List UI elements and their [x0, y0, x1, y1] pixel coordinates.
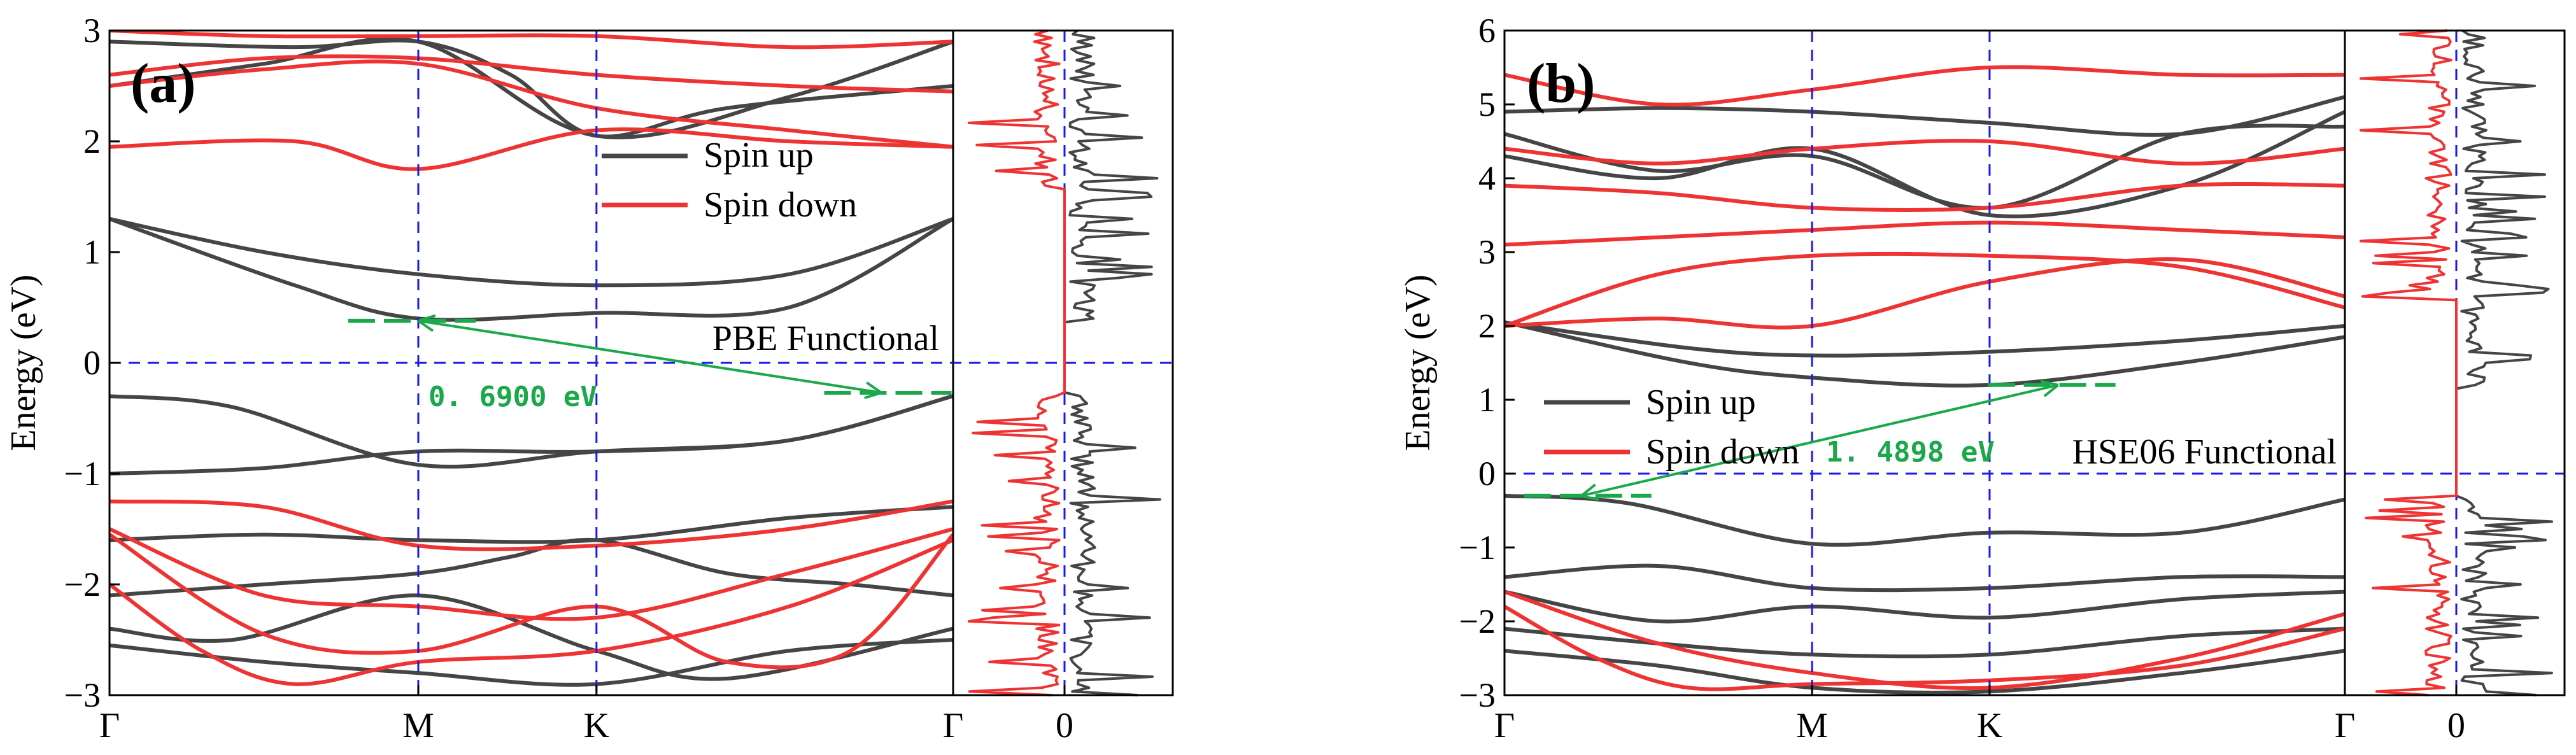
- panel-a-band-spin-down-10: [110, 499, 953, 551]
- panel-a-gap-arrowhead-0: [417, 314, 436, 332]
- panel-b-band-spin-up-2: [1504, 589, 2345, 624]
- panel-b-dos-spin-down: [2360, 29, 2458, 696]
- panel-a: −3 −2 −1 0 1 2 3 Γ M K Γ 0 (a) PBE Functional Spin …: [4, 11, 1174, 745]
- panel-a-bands: [110, 31, 1173, 695]
- panel-a-xtick-label-1: M: [402, 706, 434, 745]
- panel-b-gap-arrow-line: [1581, 383, 2059, 497]
- panel-b-ytick-label-1: −2: [1459, 602, 1496, 640]
- panel-b-band-spin-down-12: [1504, 251, 2345, 328]
- panel-a-gap-arrowhead-1: [864, 381, 882, 400]
- panel-b-dos-spin-up: [2455, 29, 2553, 696]
- panel-a-xtick-label-2: K: [584, 706, 609, 745]
- panel-b-legend-spin-up-label: Spin up: [1646, 383, 1756, 422]
- panel-a-band-spin-up-9: [110, 38, 953, 139]
- panel-a-dos-spin-down: [968, 29, 1066, 696]
- panel-a-band-spin-up-2: [110, 505, 953, 544]
- panel-a-gap-arrow-line: [418, 319, 882, 394]
- panel-a-band-spin-up-6: [110, 216, 953, 322]
- panel-b-xtick-label-3: Γ: [2335, 706, 2355, 745]
- panel-a-band-spin-up-1: [110, 394, 953, 476]
- panel-b-band-spin-down-17: [1504, 65, 2345, 107]
- panel-b-functional-label: HSE06 Functional: [2072, 432, 2337, 472]
- panel-b-xtick-label-2: K: [1977, 706, 2002, 745]
- panel-a-band-spin-down-14: [110, 127, 953, 171]
- panel-b-ticks: −3 −2 −1 0 1 2 3 4 5 6 Γ M K Γ 0: [1459, 11, 2465, 745]
- panel-b-legend-spin-down-label: Spin down: [1646, 432, 1799, 472]
- panel-b-band-spin-up-6: [1504, 320, 2345, 388]
- panel-b-legend: Spin up Spin down: [1544, 383, 1799, 472]
- panel-b-bands: [1504, 31, 2565, 695]
- panel-b-ytick-label-5: 2: [1478, 307, 1496, 345]
- panel-a-ytick-label-0: −3: [64, 676, 101, 714]
- panel-a-ytick-label-1: −2: [64, 565, 101, 603]
- panel-b-ytick-label-8: 5: [1478, 85, 1496, 123]
- panel-a-ytick-label-6: 3: [83, 11, 101, 50]
- panel-a-dos-xtick-label: 0: [1056, 706, 1073, 745]
- panel-b-ytick-label-6: 3: [1478, 233, 1496, 271]
- panel-a-band-spin-up-8: [110, 36, 953, 139]
- panel-b-gap-label: 1. 4898 eV: [1826, 436, 1995, 469]
- panel-b-band-spin-up-5: [1504, 320, 2345, 358]
- panel-b-band-spin-down-16: [1504, 139, 2345, 166]
- panel-a-dos-frame: [952, 29, 1174, 696]
- panel-b-label: (b): [1527, 53, 1596, 115]
- panel-a-dos: [968, 29, 1161, 696]
- panel-b-band-lines: [1504, 65, 2345, 695]
- panel-b-band-spin-down-11: [1504, 605, 2345, 691]
- panel-a-band-spin-down-13: [110, 538, 953, 686]
- panel-a-ticks: −3 −2 −1 0 1 2 3 Γ M K Γ 0: [64, 11, 1073, 745]
- panel-b-dos: [2360, 29, 2553, 696]
- panel-a-band-spin-up-7: [110, 216, 953, 288]
- panel-a-legend-spin-up-label: Spin up: [704, 136, 814, 175]
- panel-b-band-spin-down-10: [1504, 589, 2345, 691]
- panel-b-ytick-label-2: −1: [1459, 528, 1496, 567]
- panel-a-label: (a): [131, 53, 196, 115]
- panel-a-ytick-label-4: 1: [83, 233, 101, 271]
- panel-a-xtick-label-0: Γ: [99, 706, 120, 745]
- panel-b-band-spin-up-4: [1504, 649, 2345, 695]
- panel-b-ytick-label-4: 1: [1478, 381, 1496, 419]
- panel-b-band-spin-down-15: [1504, 182, 2345, 213]
- panel-a-ytick-label-2: −1: [64, 455, 101, 493]
- panel-a-band-spin-down-12: [110, 533, 953, 670]
- panel-b-band-spin-up-1: [1504, 563, 2345, 593]
- panel-a-band-spin-down-11: [110, 527, 953, 621]
- panel-a-functional-label: PBE Functional: [712, 319, 939, 358]
- panel-a-legend: Spin up Spin down: [602, 136, 857, 225]
- panel-b-gap-arrowhead-1: [1580, 483, 1599, 501]
- panel-b-y-axis-label: Energy (eV): [1398, 274, 1438, 451]
- panel-b-band-spin-up-7: [1504, 109, 2345, 218]
- panel-a-band-spin-down-15: [110, 59, 953, 149]
- panel-b-xtick-label-0: Γ: [1494, 706, 1515, 745]
- panel-a-y-axis-label: Energy (eV): [4, 274, 43, 451]
- panel-a-legend-spin-down-label: Spin down: [704, 185, 857, 225]
- panel-b-band-spin-up-9: [1504, 95, 2345, 137]
- panel-a-band-spin-down-16: [110, 54, 953, 94]
- panel-b-ytick-label-3: 0: [1478, 455, 1496, 493]
- panel-b-ytick-label-0: −3: [1459, 676, 1496, 714]
- panel-b-dos-xtick-label: 0: [2447, 706, 2465, 745]
- panel-a-band-spin-up-5: [110, 638, 953, 687]
- panel-b-dos-frame: [2344, 29, 2566, 696]
- panel-b-xtick-label-1: M: [1796, 706, 1828, 745]
- panel-a-band-spin-down-17: [110, 31, 953, 50]
- panel-b-band-spin-down-13: [1504, 257, 2345, 330]
- panel-a-xtick-label-3: Γ: [943, 706, 963, 745]
- panel-a-ytick-label-5: 2: [83, 122, 101, 160]
- panel-b-band-spin-down-14: [1504, 220, 2345, 247]
- panel-b-ytick-label-9: 6: [1478, 11, 1496, 50]
- panel-a-band-lines: [110, 31, 953, 687]
- panel-a-ytick-label-3: 0: [83, 344, 101, 382]
- panel-a-gap-label: 0. 6900 eV: [428, 381, 597, 413]
- panel-b-band-spin-up-0: [1504, 493, 2345, 547]
- panel-b-gap-arrowhead-0: [2040, 379, 2059, 397]
- panel-b-ytick-label-7: 4: [1478, 159, 1496, 197]
- panel-b-band-spin-up-3: [1504, 626, 2345, 659]
